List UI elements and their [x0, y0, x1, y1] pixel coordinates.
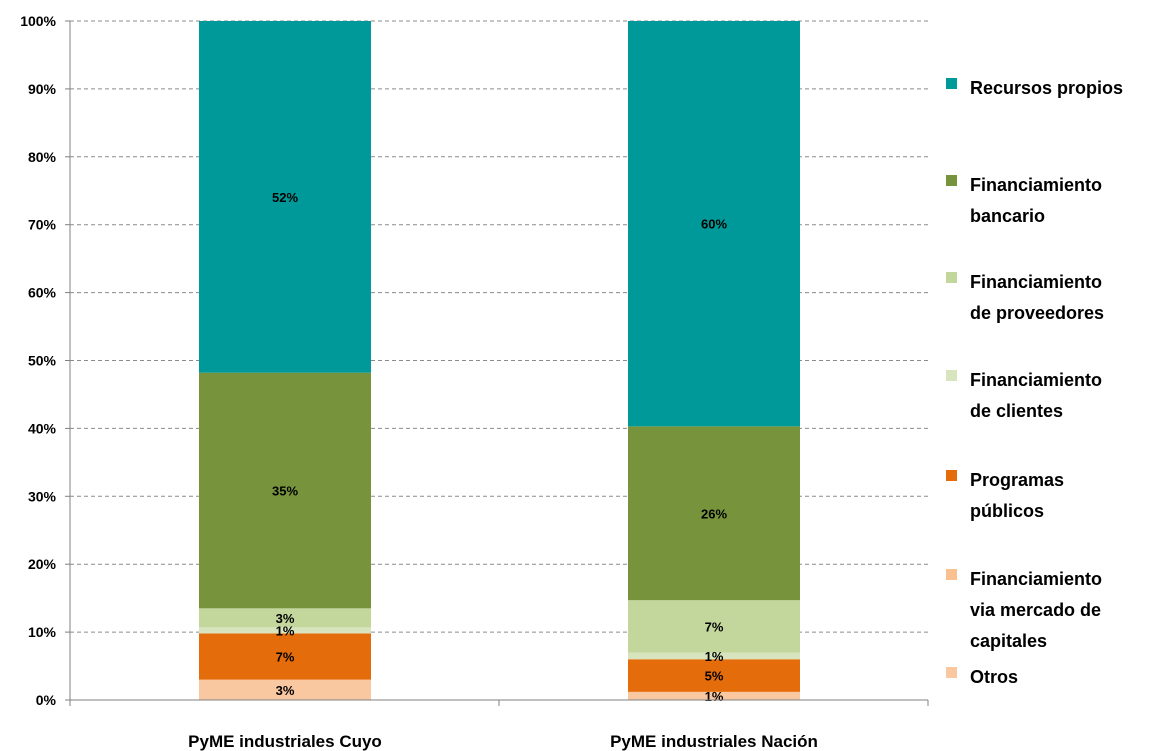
data-label: 5% [705, 669, 724, 684]
x-category-label: PyME industriales Cuyo [188, 732, 382, 751]
axes [69, 21, 929, 706]
legend-swatch [946, 667, 957, 678]
y-tick-label: 100% [20, 13, 56, 29]
legend-label: Financiamiento via mercado de capitales [970, 569, 1103, 651]
legend-label: Otros [970, 667, 1019, 687]
legend-label: Recursos propios [970, 78, 1124, 98]
bar-segment [628, 426, 800, 601]
x-category-label: PyME industriales Nación [610, 732, 818, 751]
legend-swatch [946, 78, 957, 89]
legend-swatch [946, 470, 957, 481]
legend-label: Financiamiento bancario [970, 175, 1103, 226]
data-label: 3% [276, 611, 295, 626]
bar-segment [199, 372, 371, 609]
data-label: 3% [276, 683, 295, 698]
data-label: 52% [272, 190, 298, 205]
legend-label: Financiamiento de clientes [970, 370, 1103, 421]
legend-label: Programas públicos [970, 470, 1065, 521]
y-tick-label: 60% [28, 285, 57, 301]
bar-segment [628, 659, 800, 692]
data-label: 35% [272, 484, 298, 499]
data-label: 1% [705, 649, 724, 664]
x-axis-categories: PyME industriales Cuyo PyME industriales … [188, 732, 818, 751]
bar-segment [628, 691, 800, 700]
y-tick-label: 40% [28, 420, 57, 436]
bar-segment [628, 21, 800, 427]
y-axis-ticks: 0% 10% 20% 30% 40% 50% 60% 70% 80% 90% 100% [20, 13, 70, 708]
legend-swatch [946, 569, 957, 580]
bar-segment [199, 679, 371, 700]
legend-label: Financiamiento de proveedores [970, 272, 1105, 323]
data-label: 26% [701, 506, 727, 521]
y-tick-label: 80% [28, 149, 57, 165]
y-tick-label: 90% [28, 81, 57, 97]
data-label: 1% [705, 689, 724, 704]
legend: Recursos propios Financiamiento bancario F… [946, 62, 1146, 702]
bar-segment [628, 600, 800, 653]
y-tick-label: 10% [28, 624, 57, 640]
y-tick-label: 70% [28, 217, 57, 233]
y-tick-label: 30% [28, 488, 57, 504]
y-tick-label: 0% [36, 692, 57, 708]
bars [199, 21, 800, 700]
bar-segment [199, 21, 371, 373]
legend-swatch [946, 370, 957, 381]
bar-segment [199, 633, 371, 680]
legend-swatch [946, 272, 957, 283]
bar-segment [199, 608, 371, 628]
data-labels: 3%7%1%3%35%52%1%5%1%7%26%60% [272, 190, 727, 704]
bar-segment [199, 627, 371, 634]
data-label: 7% [705, 619, 724, 634]
data-label: 60% [701, 217, 727, 232]
legend-swatch [946, 175, 957, 186]
y-tick-label: 20% [28, 556, 57, 572]
data-label: 7% [276, 650, 295, 665]
bar-segment [628, 652, 800, 660]
data-label: 1% [276, 623, 295, 638]
y-tick-label: 50% [28, 353, 57, 369]
